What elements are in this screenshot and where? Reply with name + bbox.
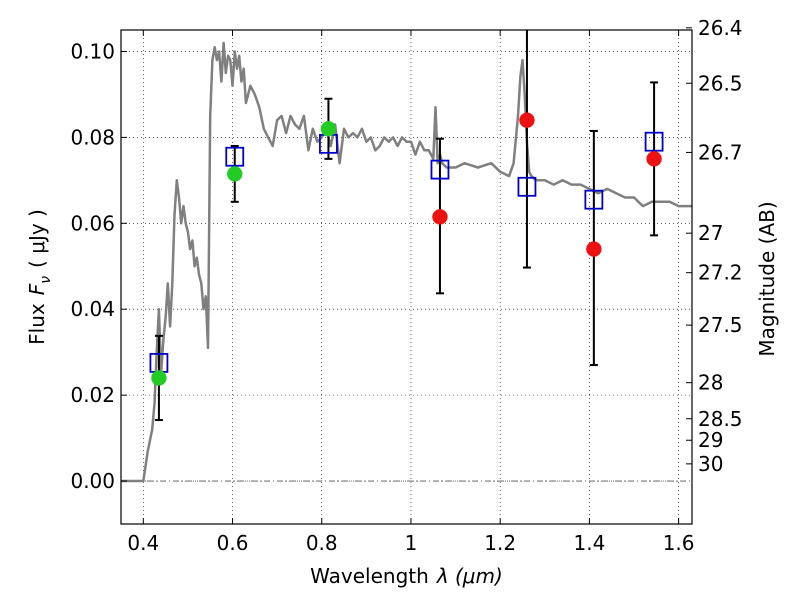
right-tick-label: 28.5 (698, 407, 743, 431)
y-axis-label-subscript: ν (38, 276, 54, 284)
observed-photometry-point (646, 151, 662, 167)
x-tick-label: 0.4 (127, 531, 159, 555)
right-tick-label: 26.5 (698, 71, 743, 95)
observed-photometry-point (227, 166, 243, 182)
model-photometry-point (430, 159, 450, 180)
y-tick-label: 0.08 (70, 125, 115, 149)
x-axis-ticks: 0.4 0.6 0.8 1 1.2 1.4 1.6 (127, 30, 695, 555)
y-tick-label: 0.10 (70, 39, 115, 63)
y-axis-label-text: Flux (25, 303, 49, 345)
right-tick-label: 26.4 (698, 16, 743, 40)
model-photometry-point (517, 176, 537, 197)
y-axis-label-symbol: F (25, 283, 49, 295)
x-axis-label: Wavelength λ (μm) (310, 564, 503, 588)
y-axis-label-unit: ( μJy ) (25, 209, 49, 268)
y-tick-label: 0.00 (70, 469, 115, 493)
x-tick-label: 1.6 (663, 531, 695, 555)
observed-photometry-point (519, 112, 535, 128)
right-tick-label: 26.7 (698, 140, 743, 164)
y-axis-label: Flux Fν ( μJy ) (25, 209, 54, 345)
model-photometry-point (225, 146, 245, 167)
plot-area (121, 30, 692, 483)
x-tick-label: 1.2 (484, 531, 516, 555)
observed-photometry-point (432, 209, 448, 225)
right-tick-label: 27 (698, 221, 723, 245)
model-photometry-point (584, 189, 604, 210)
y-tick-label: 0.04 (70, 297, 115, 321)
observed-photometry-point (586, 241, 602, 257)
y-tick-label: 0.02 (70, 383, 115, 407)
model-spectrum-line (121, 41, 692, 483)
x-tick-label: 0.8 (306, 531, 338, 555)
model-photometry-point (644, 131, 664, 152)
right-tick-label: 30 (698, 452, 723, 476)
y-tick-label: 0.06 (70, 211, 115, 235)
x-tick-label: 1 (405, 531, 418, 555)
plot-frame (120, 29, 693, 525)
right-tick-label: 27.2 (698, 261, 743, 285)
x-axis-label-text: Wavelength (310, 564, 429, 588)
observed-photometry-point (320, 121, 337, 137)
observed-photometry-point (151, 370, 167, 386)
right-tick-label: 29 (698, 428, 723, 452)
grid-lines (121, 30, 692, 524)
right-tick-label: 27.5 (698, 313, 743, 337)
x-tick-label: 1.4 (573, 531, 605, 555)
x-axis-label-math: λ (μm) (436, 564, 503, 588)
y-axis-ticks: 0.00 0.02 0.04 0.06 0.08 0.10 (70, 39, 127, 493)
x-tick-label: 0.6 (217, 531, 249, 555)
right-tick-label: 28 (698, 371, 723, 395)
right-axis-label: Magnitude (AB) (755, 201, 779, 356)
